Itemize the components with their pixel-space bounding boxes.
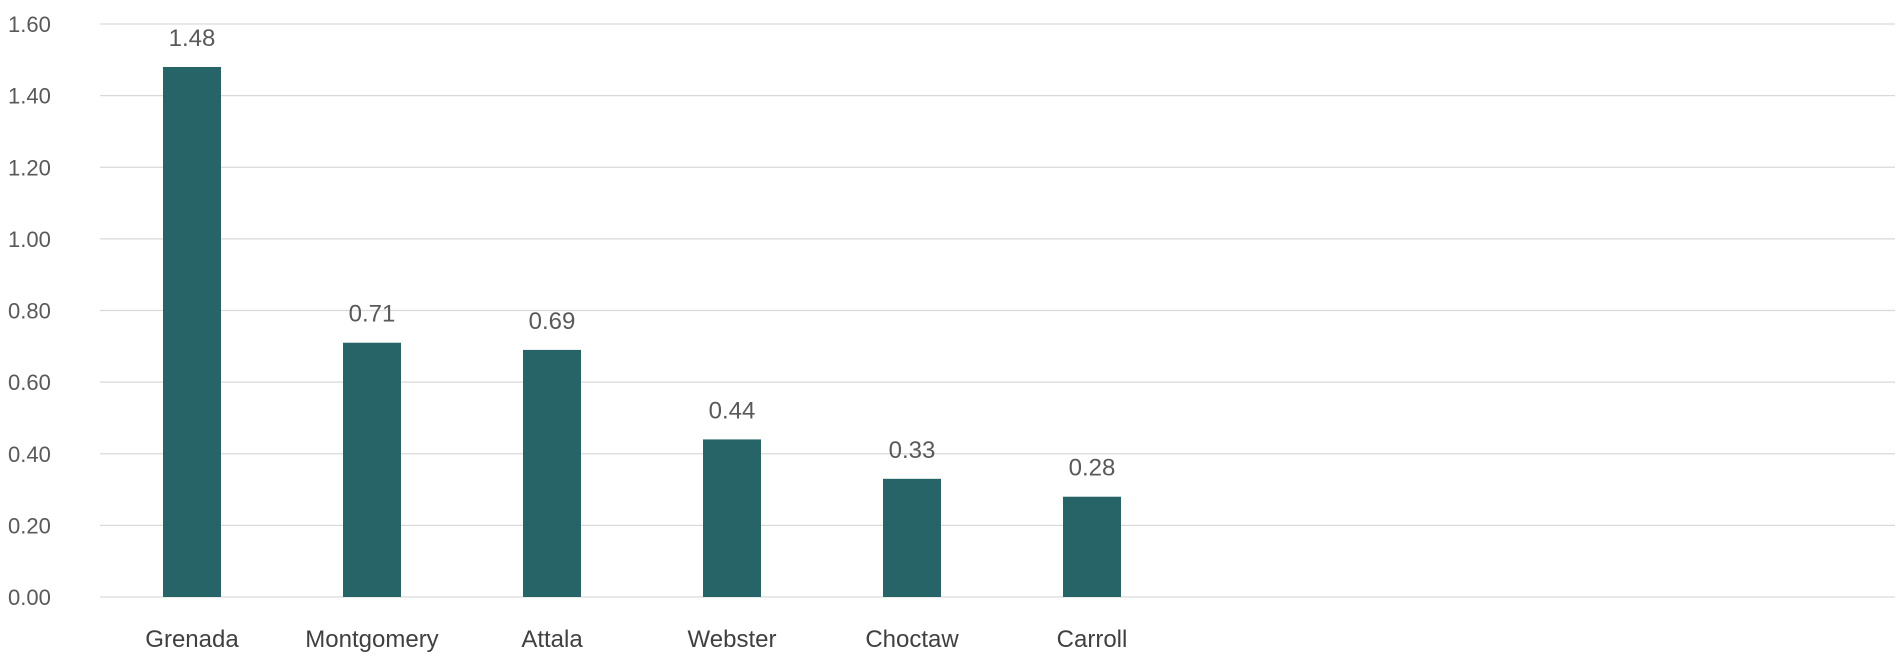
y-tick-label: 0.80 xyxy=(8,299,51,324)
data-labels: 1.48 0.71 0.69 0.44 0.33 0.28 xyxy=(169,25,1116,482)
bars xyxy=(163,66,1121,598)
y-tick-label: 1.00 xyxy=(8,227,51,252)
data-label-webster: 0.44 xyxy=(709,397,756,424)
y-tick-label: 1.60 xyxy=(8,12,51,37)
y-tick-label: 0.40 xyxy=(8,442,51,467)
data-label-carroll: 0.28 xyxy=(1069,455,1116,482)
y-axis-tick-labels: 0.00 0.20 0.40 0.60 0.80 1.00 1.20 1.40 1.60 xyxy=(8,12,51,610)
x-axis-category-labels: Grenada Montgomery Attala Webster Choctaw Car… xyxy=(145,626,1127,653)
bar-choctaw xyxy=(883,478,941,597)
y-tick-label: 1.40 xyxy=(8,84,51,109)
y-tick-label: 0.60 xyxy=(8,370,51,395)
y-tick-label: 0.00 xyxy=(8,585,51,610)
category-label-choctaw: Choctaw xyxy=(865,626,959,653)
data-label-choctaw: 0.33 xyxy=(889,437,936,464)
data-label-attala: 0.69 xyxy=(529,308,576,335)
category-label-grenada: Grenada xyxy=(145,626,239,653)
category-label-carroll: Carroll xyxy=(1057,626,1128,653)
bar-webster xyxy=(703,439,761,597)
bar-grenada xyxy=(163,66,221,598)
bar-carroll xyxy=(1063,496,1121,597)
data-label-grenada: 1.48 xyxy=(169,25,216,52)
category-label-montgomery: Montgomery xyxy=(305,626,438,653)
bar-montgomery xyxy=(343,342,401,597)
bar-attala xyxy=(523,349,581,597)
y-tick-label: 1.20 xyxy=(8,155,51,180)
data-label-montgomery: 0.71 xyxy=(349,301,396,328)
category-label-attala: Attala xyxy=(521,626,583,653)
category-label-webster: Webster xyxy=(688,626,777,653)
y-tick-label: 0.20 xyxy=(8,513,51,538)
